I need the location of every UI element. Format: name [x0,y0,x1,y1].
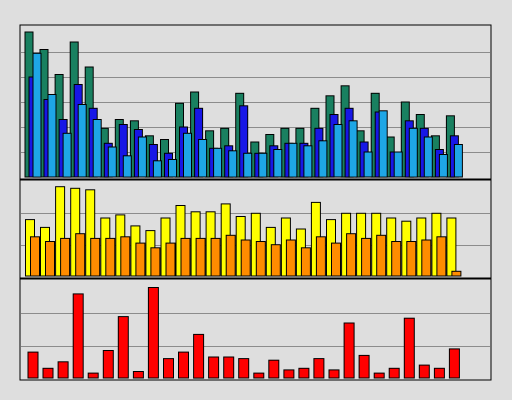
bar [433,367,445,379]
bar [393,151,403,178]
bar [436,236,447,277]
bar [180,237,191,277]
chart-panel-3 [19,278,492,381]
bar [92,119,102,178]
bar [448,348,460,379]
bar [213,147,223,178]
bar [268,359,280,379]
bar [223,356,235,379]
bar [348,120,358,178]
bar [408,127,418,178]
bar [303,145,313,178]
bar [42,367,54,379]
bar [423,136,433,178]
bar [27,351,39,379]
bar [378,110,388,178]
chart-panel-2 [19,179,492,279]
bar [60,237,71,277]
bar [403,317,415,379]
bar [451,270,462,277]
bar [298,367,310,379]
bar [318,140,328,178]
bar [288,142,298,178]
bar [361,237,372,277]
bar [273,149,283,178]
bar [453,144,463,178]
bar [376,234,387,277]
bar [243,152,253,178]
bar [421,239,432,277]
bar [255,241,266,277]
bar [418,364,430,379]
bar [165,242,176,277]
bar [358,354,370,379]
bar [438,154,448,178]
bar [300,247,311,277]
bar [208,356,220,379]
bar [183,132,192,178]
bar [446,217,457,277]
bar [406,241,417,277]
bar [72,293,84,379]
bar [32,52,42,178]
bar [152,160,162,178]
bar [346,233,357,277]
bar [328,369,340,379]
bar [331,242,341,277]
bar [135,242,146,277]
bar [198,139,208,178]
bar [117,316,129,379]
bar [228,150,238,178]
bar [238,358,250,379]
bar [210,237,221,277]
bar [132,371,144,379]
bar [45,241,55,277]
bar [168,159,177,178]
bar [102,350,114,379]
bar [30,236,40,277]
bar [120,236,131,277]
bar [90,237,101,277]
bar [195,237,206,277]
bar [333,124,343,178]
bar [75,233,86,277]
bar [193,333,205,379]
bar [240,239,251,277]
bar [47,94,57,178]
bar [147,287,159,379]
bar [77,104,87,178]
bar [258,152,268,178]
bar [163,358,174,379]
bar [270,244,281,277]
bar [57,361,69,379]
bar [391,241,402,277]
bar [107,146,117,178]
bar [373,372,385,379]
bar [178,351,189,379]
bar [87,372,99,379]
bar [285,239,296,277]
bar [313,358,325,379]
chart-panel-1 [19,24,492,180]
bar [343,322,355,379]
bar [122,155,132,178]
bar [283,369,295,379]
bar [150,247,161,277]
bar [253,372,265,379]
bar [62,132,72,178]
bar [363,151,373,178]
bar [137,136,147,178]
bar [225,234,236,277]
bar [388,367,400,379]
bar [315,236,326,277]
bar [105,237,116,277]
